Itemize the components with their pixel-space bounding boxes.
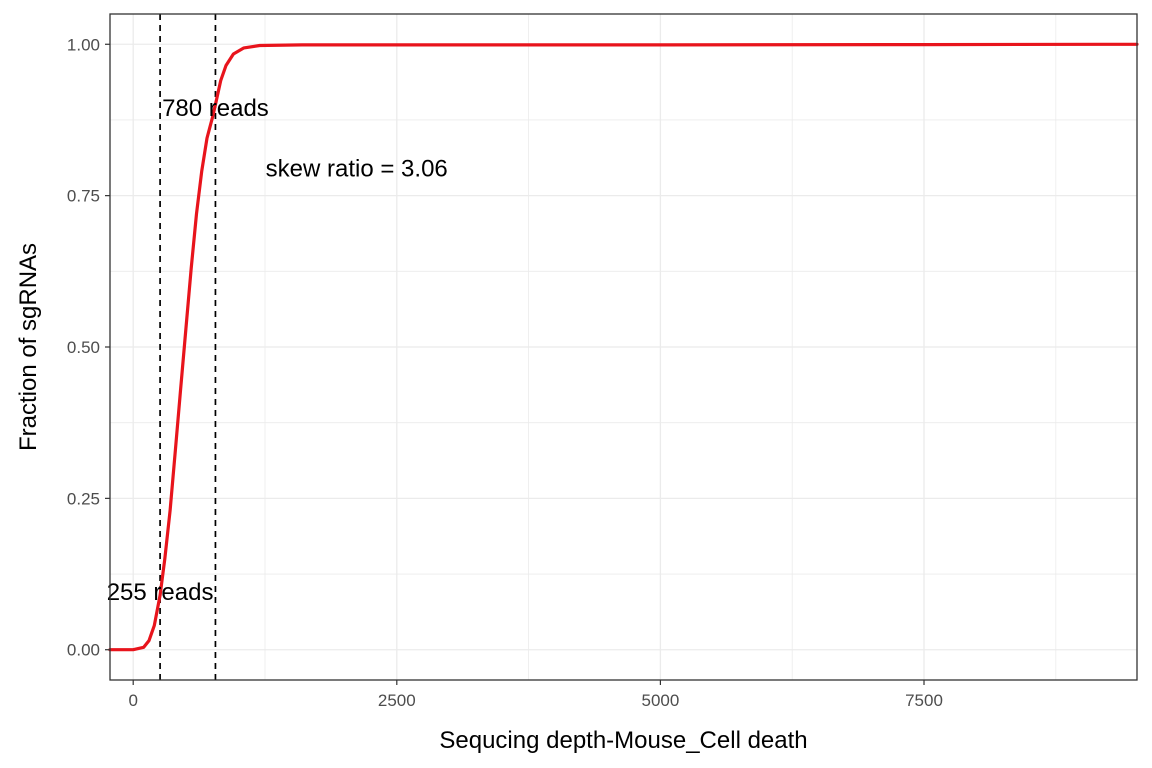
series-line-0 bbox=[108, 42, 1139, 652]
x-tick-label: 5000 bbox=[641, 691, 679, 710]
x-tick-label: 0 bbox=[128, 691, 137, 710]
series-layer bbox=[108, 42, 1139, 652]
annotations: 255 reads 780 reads skew ratio = 3.06 bbox=[107, 95, 448, 606]
y-tick-label: 0.75 bbox=[67, 187, 100, 206]
x-axis-title: Sequcing depth-Mouse_Cell death bbox=[439, 727, 807, 754]
y-tick-label: 0.50 bbox=[67, 338, 100, 357]
annotation-2: skew ratio = 3.06 bbox=[266, 155, 448, 182]
y-tick-label: 1.00 bbox=[67, 35, 100, 54]
y-axis-title: Fraction of sgRNAs bbox=[15, 243, 42, 451]
x-tick-label: 7500 bbox=[905, 691, 943, 710]
reference-lines bbox=[159, 14, 217, 680]
annotation-1: 780 reads bbox=[162, 95, 269, 122]
y-axis-ticks: 0.00 0.25 0.50 0.75 1.00 bbox=[67, 35, 110, 660]
x-axis-ticks: 0 2500 5000 7500 bbox=[128, 680, 943, 710]
grid bbox=[110, 14, 1137, 680]
x-tick-label: 2500 bbox=[378, 691, 416, 710]
y-tick-label: 0.25 bbox=[67, 489, 100, 508]
y-tick-label: 0.00 bbox=[67, 641, 100, 660]
annotation-0: 255 reads bbox=[107, 579, 214, 606]
